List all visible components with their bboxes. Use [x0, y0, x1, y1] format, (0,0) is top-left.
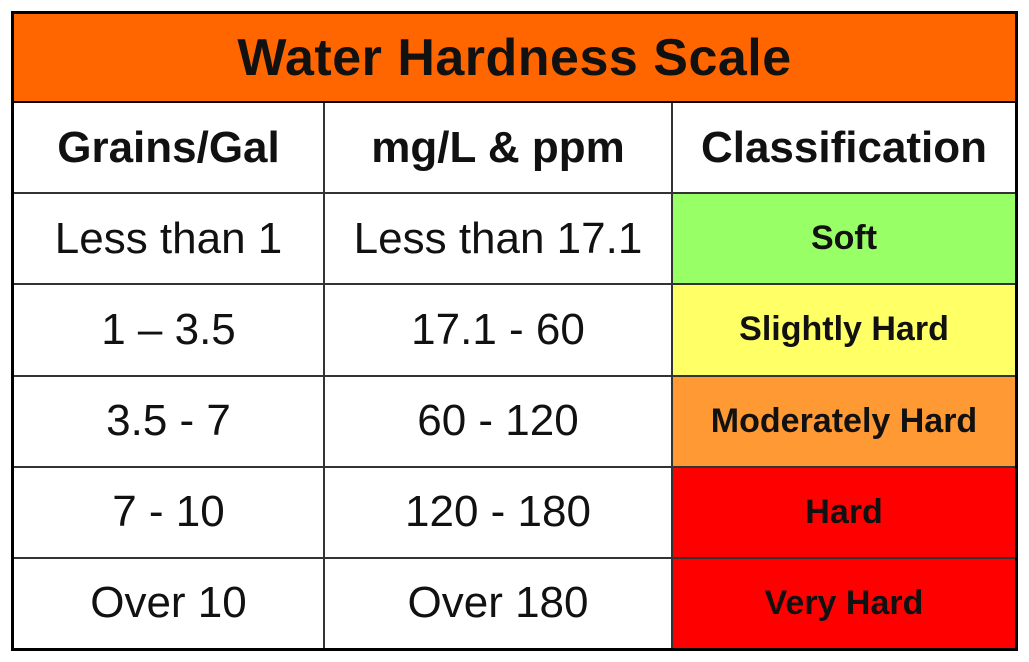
header-classification: Classification [700, 122, 988, 172]
mgl-cell: Over 180 [325, 558, 673, 649]
mgl-cell: Less than 17.1 [325, 194, 673, 284]
table-title: Water Hardness Scale [237, 28, 792, 87]
grains-cell: 7 - 10 [14, 467, 325, 557]
mgl-cell: 120 - 180 [325, 467, 673, 557]
header-grains: Grains/Gal [14, 103, 325, 193]
header-mgl-ppm: mg/L & ppm [325, 103, 673, 193]
table-row: 1 – 3.5 17.1 - 60 Slightly Hard [14, 285, 1015, 377]
hardness-table: Water Hardness Scale Grains/Gal mg/L & p… [11, 11, 1018, 651]
table-body: Grains/Gal mg/L & ppm Classification Les… [14, 103, 1015, 649]
grains-cell: Over 10 [14, 558, 325, 649]
classification-cell: Slightly Hard [673, 285, 1015, 375]
table-row: 3.5 - 7 60 - 120 Moderately Hard [14, 376, 1015, 468]
grains-cell: Less than 1 [14, 194, 325, 284]
mgl-cell: 60 - 120 [325, 376, 673, 466]
table-row: 7 - 10 120 - 180 Hard [14, 467, 1015, 559]
classification-cell: Very Hard [673, 558, 1015, 649]
classification-cell: Moderately Hard [673, 376, 1015, 466]
table-row: Over 10 Over 180 Very Hard [14, 558, 1015, 649]
classification-cell: Hard [673, 467, 1015, 557]
classification-cell: Soft [673, 194, 1015, 284]
mgl-cell: 17.1 - 60 [325, 285, 673, 375]
table-row: Less than 1 Less than 17.1 Soft [14, 194, 1015, 286]
header-row: Grains/Gal mg/L & ppm Classification [14, 103, 1015, 195]
grains-cell: 3.5 - 7 [14, 376, 325, 466]
grains-cell: 1 – 3.5 [14, 285, 325, 375]
title-bar: Water Hardness Scale [14, 14, 1015, 103]
